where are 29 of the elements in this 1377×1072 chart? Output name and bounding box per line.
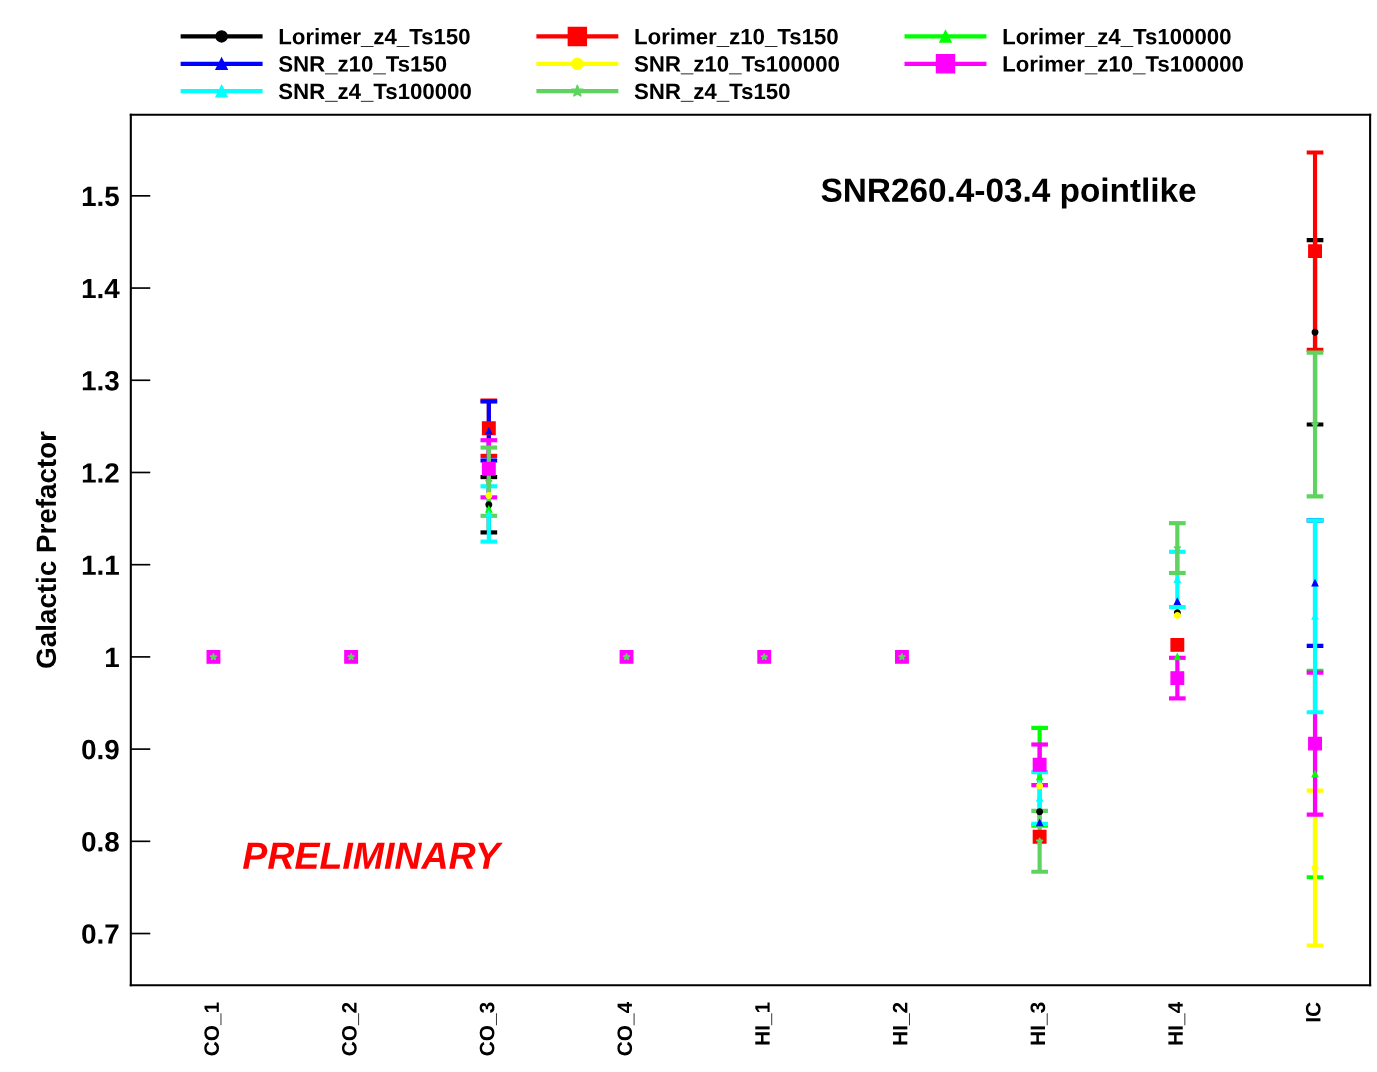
x-tick-label: HI_1 [755, 1002, 773, 1045]
legend-label: Lorimer_z4_Ts150 [279, 28, 470, 47]
y-tick-label: 1.2 [82, 463, 119, 483]
x-tick-label: HI_3 [1030, 1002, 1048, 1045]
y-tick-label: 1.1 [82, 555, 119, 575]
legend-label: Lorimer_z10_Ts100000 [1003, 55, 1243, 75]
legend-label: SNR_z4_Ts100000 [278, 83, 471, 102]
legend-label: Lorimer_z10_Ts150 [635, 28, 838, 47]
y-tick-label: 0.7 [82, 924, 119, 944]
legend-label: SNR_z4_Ts150 [634, 83, 790, 102]
legend-label: SNR_z10_Ts150 [278, 56, 447, 75]
y-tick-label: 1 [106, 647, 119, 667]
x-tick-label: CO_1 [204, 1002, 222, 1056]
annotation: PRELIMINARY [243, 842, 503, 869]
text: SNR260.4-03.4 pointlike [821, 177, 1196, 209]
x-tick-label: HI_4 [1168, 1001, 1186, 1045]
x-tick-label: HI_2 [892, 1002, 910, 1045]
x-tick-label: CO_2 [341, 1002, 360, 1056]
y-tick-label: 0.8 [82, 831, 119, 852]
legend-label: Lorimer_z4_Ts100000 [1003, 28, 1231, 47]
y-tick-label: 1.5 [82, 186, 119, 207]
y-tick-label: 0.9 [82, 739, 119, 760]
x-tick-label: CO_4 [617, 1001, 635, 1056]
legend-label: SNR_z10_Ts100000 [634, 56, 840, 75]
x-tick-label: IC [1305, 1002, 1321, 1022]
y-tick-label: 1.3 [82, 370, 119, 391]
y-tick-label: 1.4 [82, 279, 120, 299]
y-axis-title: Galactic Prefactor [35, 431, 57, 668]
x-tick-label: CO_3 [479, 1002, 497, 1056]
